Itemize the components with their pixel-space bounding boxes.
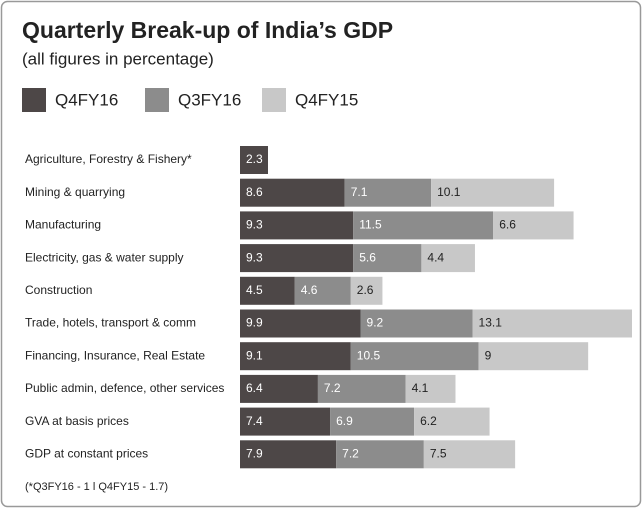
value-label: 9.3: [246, 250, 263, 264]
bar-segment: [478, 342, 589, 371]
category-label: Manufacturing: [25, 218, 101, 232]
bar-segment: [240, 178, 345, 207]
value-label: 9.9: [246, 316, 263, 330]
value-label: 7.1: [351, 185, 368, 199]
value-label: 6.9: [336, 414, 353, 428]
value-label: 11.5: [359, 218, 382, 232]
bar-segment: [317, 374, 406, 403]
value-label: 8.6: [246, 185, 263, 199]
category-label: Mining & quarrying: [25, 185, 125, 199]
value-label: 2.6: [357, 283, 374, 297]
value-label: 9.2: [367, 316, 384, 330]
bar-segment: [240, 211, 354, 240]
bar-segment: [493, 211, 574, 240]
value-label: 2.3: [246, 152, 263, 166]
value-label: 7.2: [342, 446, 359, 460]
value-label: 5.6: [359, 250, 376, 264]
category-label: Trade, hotels, transport & comm: [25, 316, 196, 330]
chart-title: Quarterly Break-up of India’s GDP: [22, 17, 393, 43]
value-label: 4.6: [301, 283, 318, 297]
value-label: 13.1: [479, 316, 503, 330]
footnote: (*Q3FY16 - 1 l Q4FY15 - 1.7): [25, 481, 168, 493]
bar-segment: [421, 244, 475, 273]
bar-segment: [240, 146, 268, 174]
bar-segment: [350, 276, 383, 305]
bar-segment: [353, 244, 422, 273]
bar-segment: [294, 276, 351, 305]
bar-segment: [240, 244, 354, 273]
value-label: 9.3: [246, 218, 263, 232]
bar-segment: [240, 342, 351, 371]
bar-segment: [423, 440, 516, 469]
bar-segment: [240, 276, 295, 305]
bar-segment: [360, 309, 473, 338]
bar-segment: [330, 407, 415, 436]
bar-segment: [472, 309, 632, 338]
bar-segment: [240, 440, 337, 469]
bar-segment: [240, 407, 331, 436]
bar-segment: [240, 309, 361, 338]
value-label: 9: [485, 348, 492, 362]
category-label: GDP at constant prices: [25, 446, 148, 460]
chart-subtitle: (all figures in percentage): [22, 49, 214, 68]
category-label: Agriculture, Forestry & Fishery*: [25, 152, 192, 166]
value-label: 4.1: [412, 381, 429, 395]
legend-label: Q4FY16: [55, 90, 118, 109]
value-label: 6.4: [246, 381, 263, 395]
legend-swatch: [22, 88, 46, 112]
value-label: 6.6: [499, 218, 516, 232]
bar-segment: [350, 342, 479, 371]
value-label: 9.1: [246, 348, 263, 362]
legend-swatch: [145, 88, 169, 112]
bar-segment: [431, 178, 555, 207]
legend-label: Q4FY15: [295, 90, 358, 109]
category-label: GVA at basis prices: [25, 414, 129, 428]
value-label: 7.2: [324, 381, 341, 395]
bar-segment: [240, 374, 318, 403]
legend-label: Q3FY16: [178, 90, 241, 109]
bar-segment: [336, 440, 424, 469]
category-label: Public admin, defence, other services: [25, 381, 224, 395]
legend-swatch: [262, 88, 286, 112]
bar-segment: [344, 178, 432, 207]
value-label: 10.1: [437, 185, 461, 199]
value-label: 4.4: [427, 250, 444, 264]
category-label: Financing, Insurance, Real Estate: [25, 348, 205, 362]
value-label: 7.5: [430, 446, 447, 460]
value-label: 4.5: [246, 283, 263, 297]
bar-segment: [353, 211, 494, 240]
bar-segment: [414, 407, 490, 436]
category-label: Construction: [25, 283, 92, 297]
value-label: 7.4: [246, 414, 263, 428]
value-label: 10.5: [357, 348, 381, 362]
category-label: Electricity, gas & water supply: [25, 250, 184, 264]
value-label: 7.9: [246, 446, 263, 460]
bar-segment: [405, 374, 456, 403]
value-label: 6.2: [420, 414, 437, 428]
